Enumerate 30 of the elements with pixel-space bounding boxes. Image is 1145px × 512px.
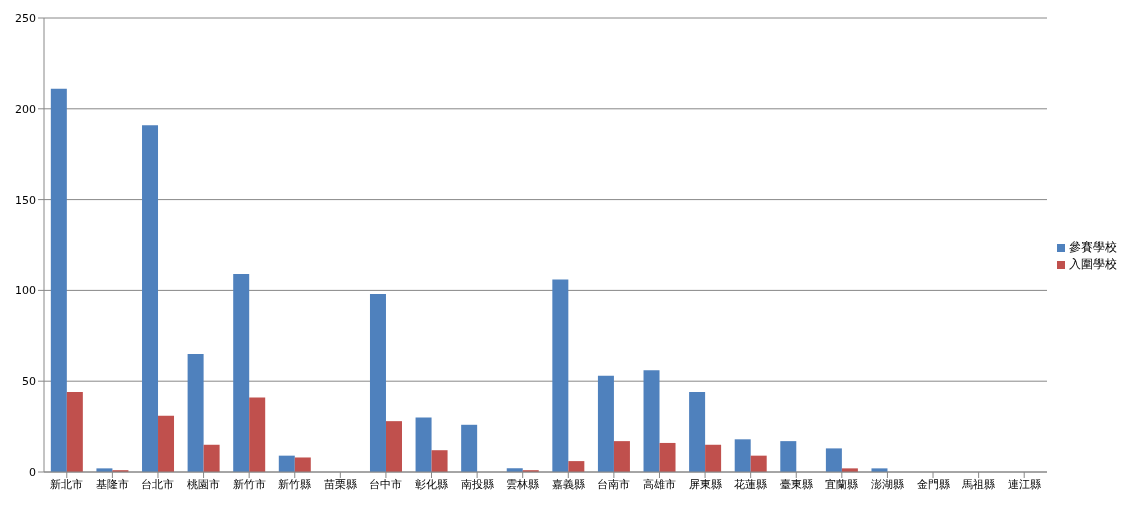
x-tick-label: 台中市 — [369, 477, 403, 491]
x-tick-label: 嘉義縣 — [551, 477, 585, 491]
legend-label: 參賽學校 — [1069, 240, 1117, 254]
x-tick-label: 金門縣 — [916, 477, 950, 491]
y-tick-label: 250 — [15, 11, 36, 25]
x-tick-label: 新竹市 — [232, 477, 266, 491]
x-tick-label: 馬祖縣 — [961, 477, 996, 491]
x-tick-label: 屏東縣 — [688, 477, 722, 491]
x-tick-label: 連江縣 — [1007, 477, 1041, 491]
x-tick-label: 台南市 — [597, 477, 631, 491]
x-tick-label: 基隆市 — [95, 477, 129, 491]
y-tick-label: 150 — [15, 193, 36, 207]
x-tick-label: 澎湖縣 — [870, 477, 904, 491]
x-tick-label: 彰化縣 — [415, 477, 449, 491]
x-tick-label: 高雄市 — [642, 477, 676, 491]
x-tick-label: 苗栗縣 — [323, 477, 357, 491]
x-tick-label: 桃園市 — [187, 477, 221, 491]
x-tick-label: 臺東縣 — [779, 477, 813, 491]
x-tick-label: 雲林縣 — [506, 477, 540, 491]
x-tick-label: 新北市 — [50, 477, 84, 491]
y-tick-label: 50 — [22, 375, 36, 389]
x-tick-label: 南投縣 — [460, 477, 494, 491]
y-tick-label: 0 — [29, 465, 36, 479]
x-tick-label: 宜蘭縣 — [825, 477, 859, 491]
x-tick-label: 新竹縣 — [278, 477, 312, 491]
x-tick-label: 花蓮縣 — [734, 477, 768, 491]
y-tick-label: 200 — [15, 102, 36, 116]
x-tick-label: 台北市 — [141, 477, 175, 491]
y-tick-label: 100 — [15, 284, 36, 298]
legend-label: 入圍學校 — [1069, 257, 1117, 271]
